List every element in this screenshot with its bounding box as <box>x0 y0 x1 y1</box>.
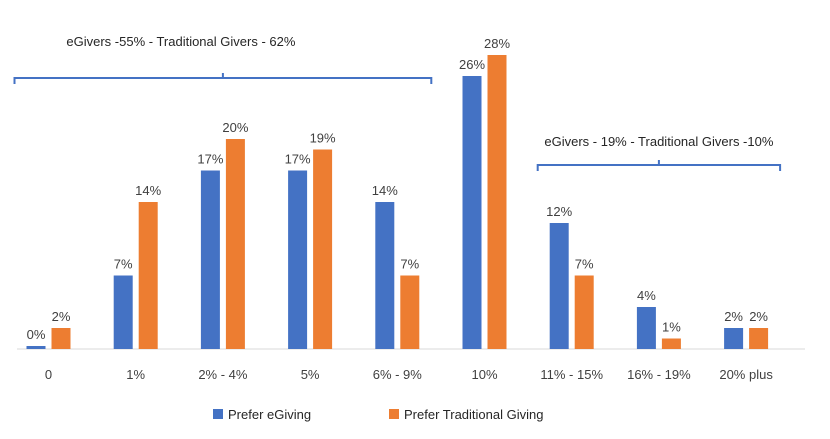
bracket-label-1: eGivers - 19% - Traditional Givers -10% <box>544 134 773 149</box>
legend-label-egiving: Prefer eGiving <box>228 407 311 422</box>
bar-egiving-0 <box>26 346 46 349</box>
data-label-traditional-7: 1% <box>662 320 681 335</box>
bar-traditional-7 <box>661 338 681 349</box>
bar-traditional-5 <box>487 55 507 349</box>
bars-group <box>26 55 769 349</box>
category-labels-group: 0 1% 2% - 4% 5% 6% - 9% 10% 11% - 15% 16% - 19%… <box>45 367 773 382</box>
bar-traditional-2 <box>225 139 245 349</box>
x-tick-label-1: 1% <box>126 367 145 382</box>
bar-egiving-6 <box>549 223 569 349</box>
data-label-egiving-1: 7% <box>114 257 133 272</box>
data-label-egiving-5: 26% <box>459 57 485 72</box>
data-label-egiving-3: 17% <box>285 152 311 167</box>
legend-label-traditional: Prefer Traditional Giving <box>404 407 543 422</box>
x-tick-label-0: 0 <box>45 367 52 382</box>
data-label-egiving-4: 14% <box>372 183 398 198</box>
legend: Prefer eGiving Prefer Traditional Giving <box>213 407 543 422</box>
bracket-0 <box>13 73 433 84</box>
bar-egiving-8 <box>724 328 744 349</box>
data-label-traditional-8: 2% <box>749 309 768 324</box>
data-label-traditional-0: 2% <box>52 309 71 324</box>
bar-egiving-5 <box>462 76 482 349</box>
bar-traditional-3 <box>313 149 333 349</box>
x-tick-label-2: 2% - 4% <box>198 367 248 382</box>
x-tick-label-8: 20% plus <box>719 367 773 382</box>
data-label-egiving-6: 12% <box>546 204 572 219</box>
data-label-traditional-3: 19% <box>310 131 336 146</box>
data-label-traditional-4: 7% <box>400 257 419 272</box>
bar-traditional-0 <box>51 328 71 349</box>
bracket-1 <box>536 160 782 171</box>
bar-egiving-2 <box>200 170 220 349</box>
bar-traditional-6 <box>574 275 594 349</box>
bar-traditional-8 <box>749 328 769 349</box>
bar-egiving-3 <box>288 170 308 349</box>
data-label-traditional-2: 20% <box>222 120 248 135</box>
legend-swatch-egiving <box>213 409 223 419</box>
bar-egiving-7 <box>636 307 656 349</box>
bar-egiving-4 <box>375 202 395 349</box>
bar-egiving-1 <box>113 275 133 349</box>
data-label-egiving-0: 0% <box>27 327 46 342</box>
x-tick-label-3: 5% <box>301 367 320 382</box>
data-label-egiving-8: 2% <box>724 309 743 324</box>
x-tick-label-5: 10% <box>471 367 497 382</box>
data-labels-group: 0% 2% 7% 14% 17% 20% 17% 19% 14% 7% 26% 28% 12% 7% 4% 1… <box>27 36 769 342</box>
data-label-traditional-6: 7% <box>575 257 594 272</box>
bar-traditional-1 <box>138 202 158 349</box>
x-tick-label-4: 6% - 9% <box>373 367 423 382</box>
data-label-traditional-5: 28% <box>484 36 510 51</box>
data-label-traditional-1: 14% <box>135 183 161 198</box>
legend-swatch-traditional <box>389 409 399 419</box>
bracket-annotations-group: eGivers -55% - Traditional Givers - 62% e… <box>13 34 782 171</box>
bracket-label-0: eGivers -55% - Traditional Givers - 62% <box>66 34 295 49</box>
data-label-egiving-2: 17% <box>197 152 223 167</box>
data-label-egiving-7: 4% <box>637 288 656 303</box>
x-tick-label-7: 16% - 19% <box>627 367 691 382</box>
bar-traditional-4 <box>400 275 420 349</box>
x-tick-label-6: 11% - 15% <box>540 367 603 382</box>
